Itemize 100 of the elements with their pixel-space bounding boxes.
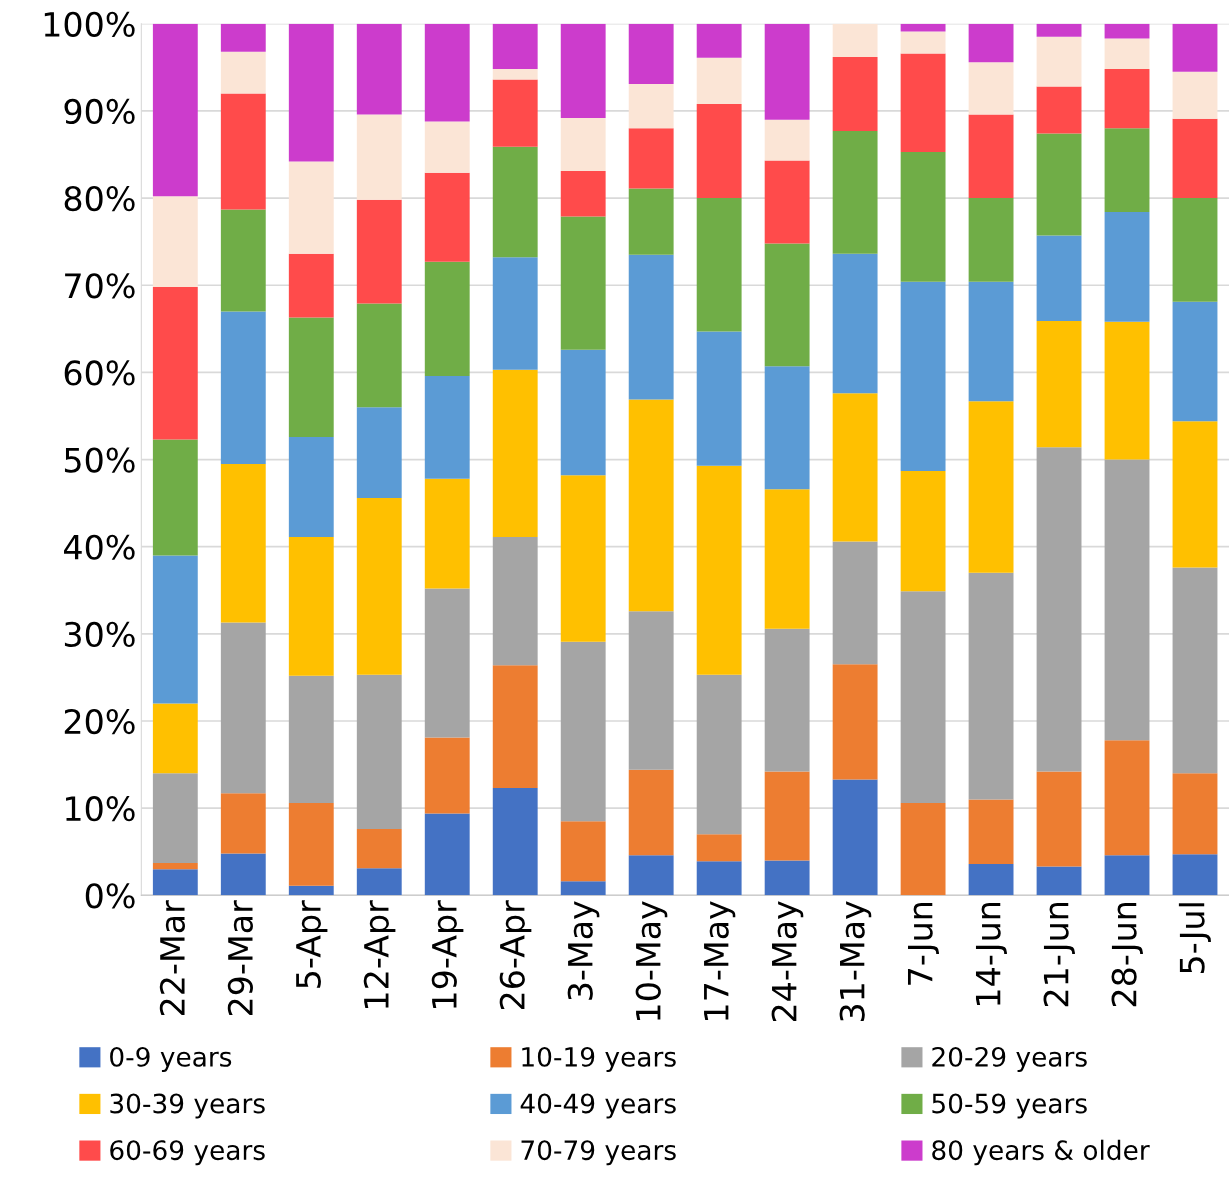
x-tick-label: 3-May bbox=[567, 901, 600, 1000]
bar bbox=[424, 121, 470, 173]
bar bbox=[288, 317, 334, 437]
bar bbox=[1036, 447, 1082, 772]
bar bbox=[288, 885, 334, 896]
bar bbox=[764, 366, 810, 490]
bar bbox=[492, 23, 538, 70]
bar bbox=[1104, 321, 1150, 460]
bar bbox=[696, 57, 742, 104]
bar bbox=[696, 861, 742, 896]
x-tick-label: 5-Jul bbox=[1178, 903, 1211, 973]
bar bbox=[492, 537, 538, 666]
bar bbox=[424, 375, 470, 479]
bar bbox=[1036, 866, 1082, 896]
bar bbox=[764, 243, 810, 367]
bar bbox=[900, 31, 946, 54]
legend-label: 80 years & older bbox=[932, 1139, 1150, 1166]
bar bbox=[832, 23, 878, 57]
bar bbox=[696, 674, 742, 835]
bar bbox=[764, 628, 810, 772]
bar bbox=[832, 130, 878, 254]
bar bbox=[696, 834, 742, 862]
legend-label: 60-69 years bbox=[110, 1140, 265, 1166]
bar bbox=[492, 788, 538, 896]
bar bbox=[288, 253, 334, 318]
bar bbox=[220, 93, 266, 210]
x-tick-label: 14-Jun bbox=[975, 903, 1007, 1005]
x-tick-label: 26-Apr bbox=[499, 900, 532, 1010]
bar bbox=[288, 537, 334, 676]
bar bbox=[832, 393, 878, 542]
bar bbox=[968, 62, 1014, 115]
x-tick-label: 21-Jun bbox=[1043, 903, 1075, 1007]
bar bbox=[560, 349, 606, 476]
bar bbox=[832, 253, 878, 394]
bar bbox=[152, 773, 198, 864]
bar bbox=[1036, 36, 1082, 87]
bar bbox=[628, 855, 674, 896]
bar bbox=[1104, 23, 1150, 39]
bar bbox=[288, 23, 334, 162]
bar bbox=[968, 114, 1014, 199]
x-tick-label: 28-Jun bbox=[1111, 903, 1143, 1007]
bar bbox=[560, 23, 606, 118]
y-tick-label: 30% bbox=[64, 621, 135, 647]
bar bbox=[1172, 421, 1218, 568]
bar bbox=[356, 303, 402, 408]
bar bbox=[492, 146, 538, 258]
bar bbox=[560, 881, 606, 896]
bar bbox=[1036, 235, 1082, 321]
bar bbox=[628, 769, 674, 856]
bar bbox=[220, 853, 266, 896]
bar bbox=[492, 257, 538, 370]
bar bbox=[1172, 23, 1218, 72]
bar bbox=[1172, 71, 1218, 119]
bar bbox=[628, 254, 674, 400]
bar bbox=[1104, 69, 1150, 129]
bar bbox=[356, 829, 402, 869]
legend-label: 30-39 years bbox=[110, 1093, 265, 1119]
bar bbox=[560, 821, 606, 882]
bar bbox=[492, 79, 538, 147]
x-tick-label: 5-Apr bbox=[296, 900, 328, 988]
bar bbox=[220, 463, 266, 623]
bar bbox=[696, 198, 742, 332]
bar bbox=[832, 779, 878, 896]
bar bbox=[1172, 773, 1218, 855]
bar bbox=[560, 117, 606, 172]
bar bbox=[900, 802, 946, 896]
y-tick-label: 0% bbox=[85, 883, 135, 909]
y-tick-label: 80% bbox=[64, 186, 135, 212]
bar bbox=[424, 172, 470, 262]
bar bbox=[696, 23, 742, 58]
bar bbox=[968, 863, 1014, 896]
bar bbox=[560, 475, 606, 642]
y-tick-label: 40% bbox=[64, 534, 135, 560]
bar bbox=[764, 23, 810, 120]
bar bbox=[152, 439, 198, 556]
bar bbox=[424, 261, 470, 376]
bar bbox=[900, 470, 946, 592]
bar bbox=[152, 196, 198, 287]
bar bbox=[492, 69, 538, 80]
bar bbox=[220, 622, 266, 794]
legend-label: 10-19 years bbox=[522, 1046, 676, 1072]
bar bbox=[968, 799, 1014, 864]
bar bbox=[152, 703, 198, 774]
bar bbox=[220, 23, 266, 52]
bar bbox=[424, 478, 470, 589]
legend-label: 70-79 years bbox=[521, 1140, 676, 1166]
bar bbox=[764, 489, 810, 629]
bar bbox=[1104, 855, 1150, 896]
bar bbox=[696, 331, 742, 466]
bar bbox=[1036, 23, 1082, 37]
bar bbox=[968, 401, 1014, 573]
bar bbox=[1172, 118, 1218, 199]
bar bbox=[1172, 854, 1218, 896]
bar bbox=[288, 802, 334, 886]
legend-label: 40-49 years bbox=[520, 1093, 676, 1119]
x-tick-label: 19-Apr bbox=[431, 900, 464, 1008]
bar bbox=[628, 128, 674, 189]
bar bbox=[900, 53, 946, 152]
bar bbox=[628, 399, 674, 612]
bar bbox=[1172, 198, 1218, 302]
